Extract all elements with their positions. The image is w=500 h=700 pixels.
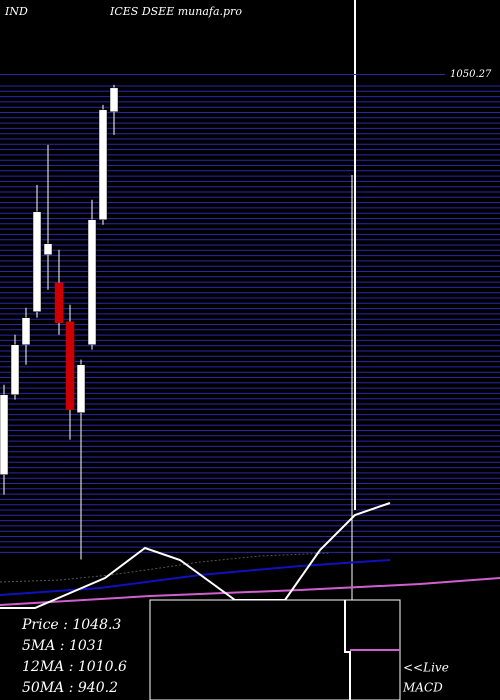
- title-left: IND: [4, 5, 28, 18]
- info-value: 1048.3: [72, 617, 121, 633]
- price-line: [0, 502, 391, 609]
- candle-body: [87, 219, 97, 345]
- info-label: 50MA: [22, 680, 64, 696]
- info-value: 1010.6: [78, 659, 127, 675]
- info-line: 12MA : 1010.6: [22, 659, 127, 675]
- info-value: 940.2: [78, 680, 118, 696]
- candle-body: [65, 321, 75, 410]
- candle-body: [0, 394, 9, 475]
- info-line: 50MA : 940.2: [22, 680, 118, 696]
- candles: [0, 84, 119, 560]
- info-label: 5MA: [22, 638, 55, 654]
- candle-body: [10, 344, 20, 395]
- info-sep: :: [64, 680, 78, 696]
- info-label: 12MA: [22, 659, 64, 675]
- live-label: <<Live: [403, 661, 449, 675]
- candle-body: [76, 364, 86, 413]
- info-sep: :: [59, 617, 73, 633]
- info-sep: :: [64, 659, 78, 675]
- y-tick-label: 1050.27: [450, 69, 492, 80]
- candle-body: [109, 87, 119, 113]
- ma-line: [0, 552, 331, 583]
- macd-line: [344, 600, 351, 700]
- panel-label: MACD: [402, 681, 443, 695]
- candle-body: [32, 211, 42, 312]
- price-stripes: [0, 85, 500, 553]
- info-line: 5MA : 1031: [22, 638, 105, 654]
- info-label: Price: [21, 617, 59, 633]
- chart-title: ICES DSEE munafa.pro: [109, 5, 242, 18]
- candle-body: [54, 282, 64, 323]
- info-line: Price : 1048.3: [21, 617, 121, 633]
- ma-line: [0, 577, 500, 606]
- candle-body: [21, 317, 31, 345]
- ma-line: [0, 559, 391, 596]
- info-value: 1031: [69, 638, 105, 654]
- candle-body: [98, 109, 108, 220]
- candle-body: [43, 243, 53, 256]
- info-sep: :: [55, 638, 69, 654]
